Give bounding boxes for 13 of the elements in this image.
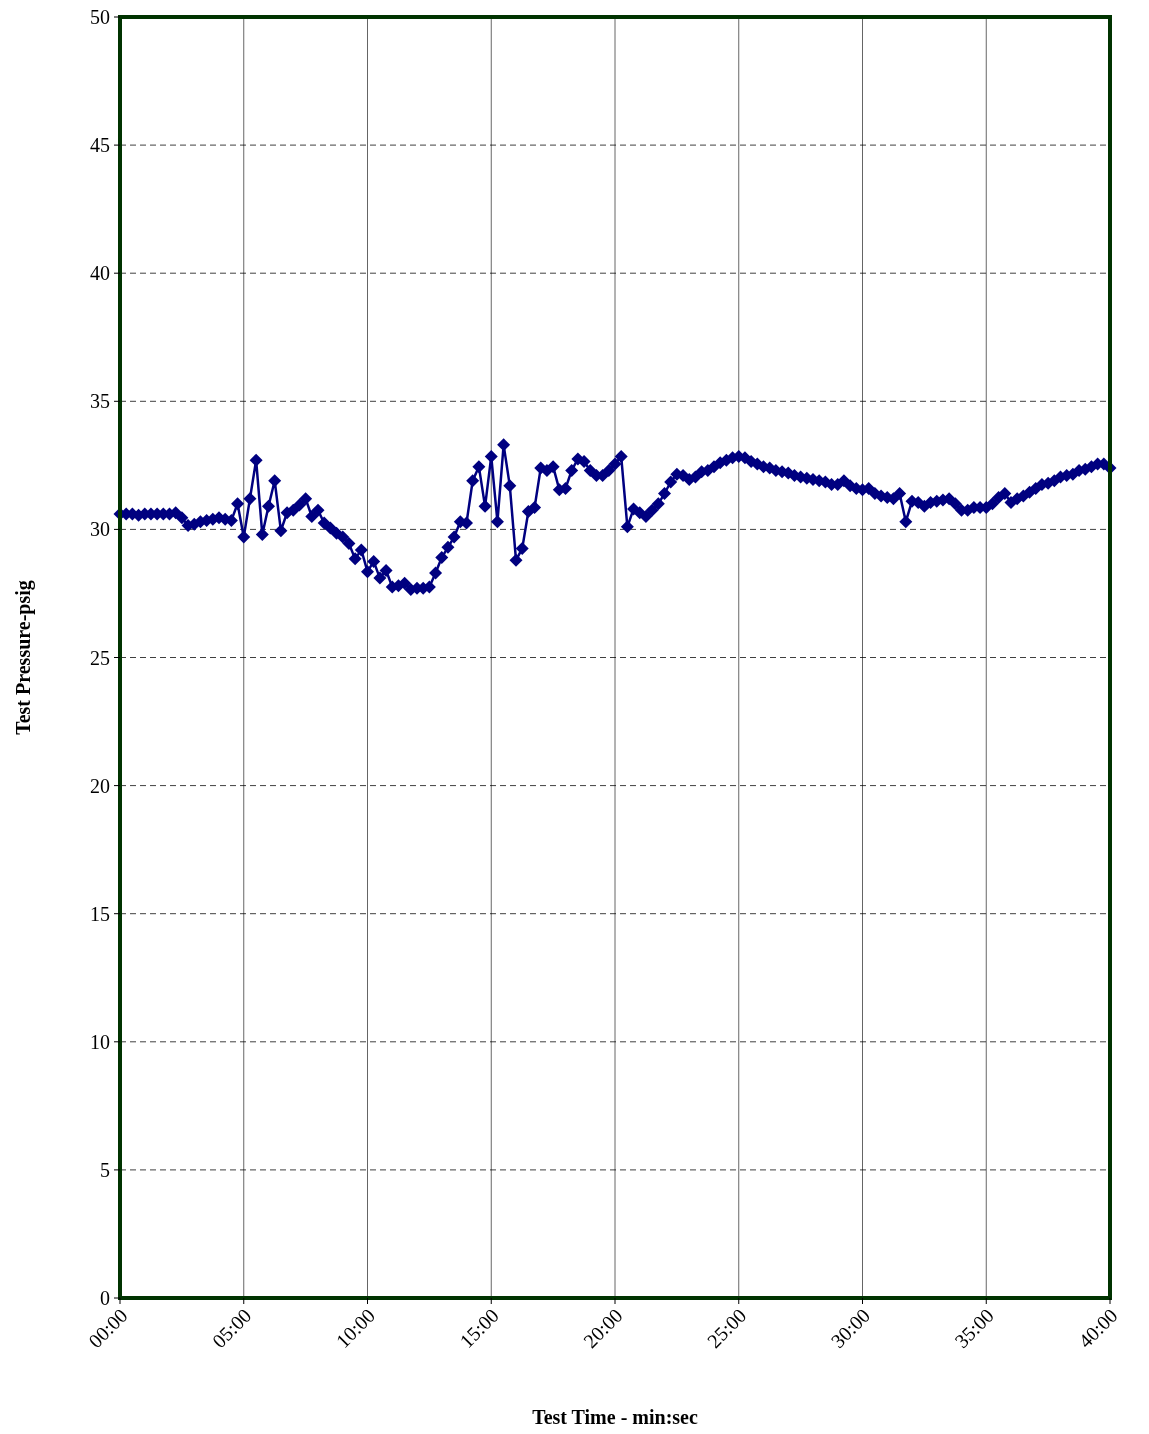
y-tick-label: 0 (100, 1287, 110, 1309)
y-tick-label: 45 (90, 134, 110, 157)
y-axis-title: Test Pressure-psig (12, 580, 35, 735)
y-tick-label: 5 (100, 1158, 110, 1181)
y-tick-label: 50 (90, 6, 110, 28)
y-tick-label: 35 (90, 390, 110, 413)
y-tick-label: 30 (90, 518, 110, 541)
x-axis-title: Test Time - min:sec (532, 1406, 698, 1428)
y-tick-label: 40 (90, 262, 110, 285)
y-tick-label: 15 (90, 902, 110, 925)
y-tick-label: 20 (90, 774, 110, 797)
y-tick-label: 10 (90, 1030, 110, 1053)
y-tick-label: 25 (90, 646, 110, 669)
